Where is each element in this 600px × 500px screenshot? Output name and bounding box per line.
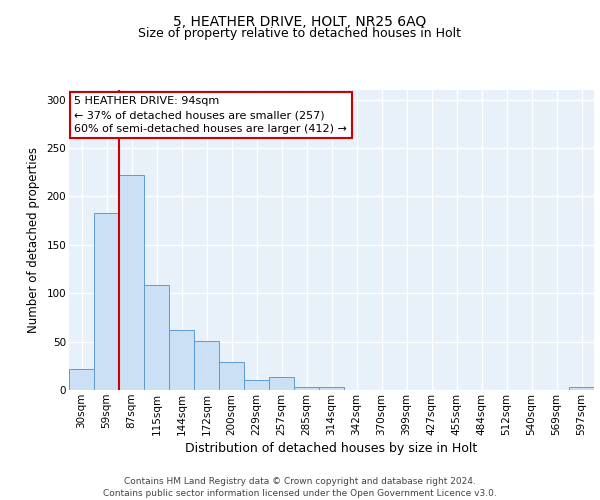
Bar — [194, 340, 219, 390]
X-axis label: Distribution of detached houses by size in Holt: Distribution of detached houses by size … — [185, 442, 478, 455]
Bar — [319, 387, 344, 390]
Bar — [244, 380, 269, 390]
Text: Size of property relative to detached houses in Holt: Size of property relative to detached ho… — [139, 28, 461, 40]
Text: Contains HM Land Registry data © Crown copyright and database right 2024.
Contai: Contains HM Land Registry data © Crown c… — [103, 476, 497, 498]
Bar — [94, 213, 119, 390]
Bar — [169, 330, 194, 390]
Text: 5, HEATHER DRIVE, HOLT, NR25 6AQ: 5, HEATHER DRIVE, HOLT, NR25 6AQ — [173, 15, 427, 29]
Bar — [144, 286, 169, 390]
Bar — [69, 368, 94, 390]
Text: 5 HEATHER DRIVE: 94sqm
← 37% of detached houses are smaller (257)
60% of semi-de: 5 HEATHER DRIVE: 94sqm ← 37% of detached… — [74, 96, 347, 134]
Y-axis label: Number of detached properties: Number of detached properties — [26, 147, 40, 333]
Bar — [269, 378, 294, 390]
Bar — [219, 362, 244, 390]
Bar — [119, 175, 144, 390]
Bar — [569, 387, 594, 390]
Bar — [294, 387, 319, 390]
